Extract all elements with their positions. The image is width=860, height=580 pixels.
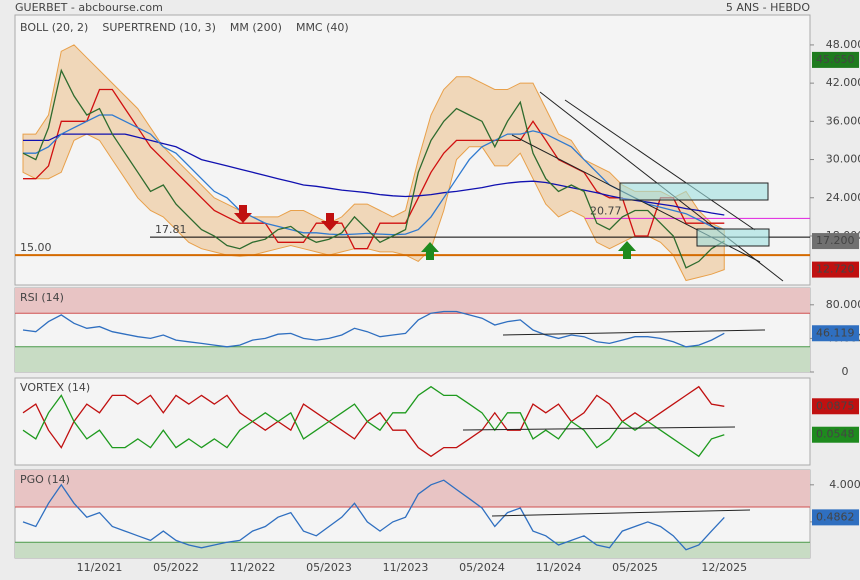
value-label: 0.4862 bbox=[816, 510, 855, 523]
y-tick-label: 80.000 bbox=[826, 298, 860, 311]
drawings bbox=[462, 91, 784, 517]
series-line bbox=[22, 310, 725, 348]
period: 5 ANS - HEBDO bbox=[726, 1, 810, 14]
signals bbox=[234, 205, 636, 260]
y-tick-label: 42.000 bbox=[826, 76, 860, 89]
series-line bbox=[22, 479, 725, 551]
y-tick-label: 30.000 bbox=[826, 153, 860, 166]
legend-entry: MM (200) bbox=[230, 21, 282, 34]
x-tick-label: 12/2025 bbox=[701, 561, 747, 574]
trend-line bbox=[491, 509, 751, 517]
panel-title: VORTEX (14) bbox=[20, 381, 90, 394]
value-label: 17.200 bbox=[816, 234, 855, 247]
x-tick-label: 11/2022 bbox=[230, 561, 276, 574]
value-label: 0.0875 bbox=[816, 399, 855, 412]
buy-arrow bbox=[421, 242, 439, 260]
trend-line bbox=[462, 426, 736, 431]
chart-title: GUERBET - abcbourse.com bbox=[15, 1, 163, 14]
series-line bbox=[22, 385, 725, 458]
sell-arrow bbox=[234, 205, 252, 223]
panel-title: PGO (14) bbox=[20, 473, 70, 486]
series-line bbox=[22, 68, 725, 269]
oversold-zone bbox=[15, 346, 810, 372]
level-label: 15.00 bbox=[20, 241, 52, 254]
trend-line bbox=[502, 329, 766, 336]
value-label: 46.119 bbox=[816, 326, 855, 339]
value-label: 12.720 bbox=[816, 263, 855, 276]
zone-box bbox=[619, 182, 769, 201]
value-label: 0.0548 bbox=[816, 428, 855, 441]
buy-arrow bbox=[618, 241, 636, 259]
oversold-zone bbox=[15, 542, 810, 558]
plot: 48.00042.00036.00030.00024.00018.00015.0… bbox=[14, 14, 860, 574]
x-tick-label: 05/2023 bbox=[306, 561, 352, 574]
level-label: 20.77 bbox=[590, 204, 622, 217]
series-line bbox=[23, 133, 725, 216]
x-tick-label: 11/2021 bbox=[77, 561, 123, 574]
level-label: 17.81 bbox=[155, 223, 187, 236]
x-tick-label: 05/2025 bbox=[612, 561, 658, 574]
series-line bbox=[22, 385, 725, 458]
y-tick-label: 48.000 bbox=[826, 38, 860, 51]
y-tick-label: 0 bbox=[842, 365, 849, 378]
value-box bbox=[812, 233, 859, 250]
y-tick-label: 36.000 bbox=[826, 114, 860, 127]
zone-box bbox=[696, 228, 770, 247]
x-tick-label: 11/2023 bbox=[383, 561, 429, 574]
value-box bbox=[812, 325, 859, 342]
legend-entry: MMC (40) bbox=[296, 21, 349, 34]
y-tick-label: 24.000 bbox=[826, 191, 860, 204]
value-box bbox=[812, 261, 859, 278]
overbought-zone bbox=[15, 288, 810, 314]
overbought-zone bbox=[15, 470, 810, 508]
value-box bbox=[812, 426, 859, 443]
value-box bbox=[812, 509, 859, 526]
panel bbox=[14, 377, 811, 466]
value-box bbox=[812, 51, 859, 68]
legend-entry: BOLL (20, 2) bbox=[20, 21, 88, 34]
x-tick-label: 05/2024 bbox=[459, 561, 505, 574]
x-tick-label: 11/2024 bbox=[536, 561, 582, 574]
trend-line bbox=[564, 99, 756, 231]
legend-entry: SUPERTREND (10, 3) bbox=[102, 21, 216, 34]
panel bbox=[14, 14, 811, 286]
value-box bbox=[812, 398, 859, 415]
value-label: 45.650 bbox=[816, 53, 855, 66]
y-tick-label: 4.000 bbox=[829, 478, 860, 491]
sell-arrow bbox=[321, 213, 339, 231]
x-tick-label: 05/2022 bbox=[153, 561, 199, 574]
series-line bbox=[23, 114, 725, 236]
panel-title: RSI (14) bbox=[20, 291, 64, 304]
